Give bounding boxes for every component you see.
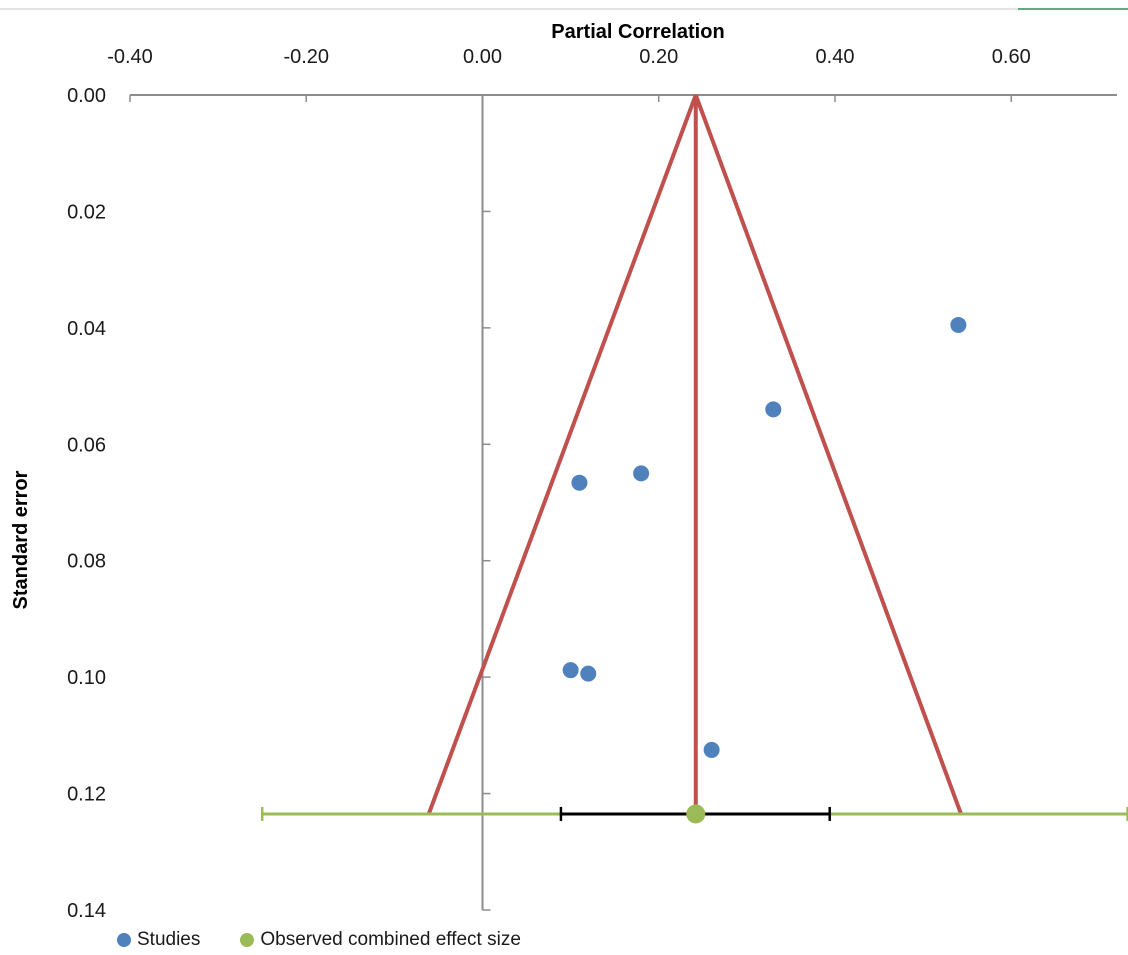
funnel-right-line xyxy=(693,94,963,815)
legend-marker-studies xyxy=(117,933,131,947)
y-tick-label: 0.12 xyxy=(67,784,106,806)
legend: Studies Observed combined effect size xyxy=(117,929,561,951)
x-tick-labels: -0.40 -0.20 0.00 0.20 0.40 0.60 xyxy=(107,46,1031,68)
study-point xyxy=(765,401,782,418)
y-tick-label: 0.06 xyxy=(67,434,106,456)
legend-label-studies: Studies xyxy=(137,929,201,950)
study-point xyxy=(562,662,579,679)
study-point xyxy=(633,465,650,482)
x-axis-title: Partial Correlation xyxy=(551,21,724,43)
study-point xyxy=(703,741,720,758)
legend-marker-combined xyxy=(240,933,255,947)
axes xyxy=(129,94,1117,911)
y-tick-label: 0.08 xyxy=(67,551,106,573)
y-tick-label: 0.14 xyxy=(67,900,106,922)
combined-effect-point xyxy=(686,804,706,824)
legend-label-combined: Observed combined effect size xyxy=(260,929,521,950)
x-tick-label: -0.20 xyxy=(283,46,329,68)
y-tick-label: 0.02 xyxy=(67,201,106,223)
data-points xyxy=(562,316,967,824)
y-axis-title: Standard error xyxy=(10,470,32,609)
x-tick-label: 0.00 xyxy=(463,46,502,68)
y-tick-label: 0.10 xyxy=(67,667,106,689)
x-tick-label: 0.60 xyxy=(992,46,1031,68)
y-tick-label: 0.04 xyxy=(67,318,106,340)
study-point xyxy=(571,474,588,491)
study-point xyxy=(950,316,967,333)
legend-item-combined: Observed combined effect size xyxy=(240,929,521,951)
x-tick-label: 0.40 xyxy=(816,46,855,68)
legend-item-studies: Studies xyxy=(117,929,200,951)
funnel-left-line xyxy=(426,94,698,815)
study-point xyxy=(580,665,597,682)
x-tick-label: -0.40 xyxy=(107,46,153,68)
y-tick-labels: 0.00 0.02 0.04 0.06 0.08 0.10 0.12 0.14 xyxy=(67,85,106,922)
x-tick-label: 0.20 xyxy=(639,46,678,68)
funnel-lines xyxy=(426,94,963,815)
y-tick-label: 0.00 xyxy=(67,85,106,107)
